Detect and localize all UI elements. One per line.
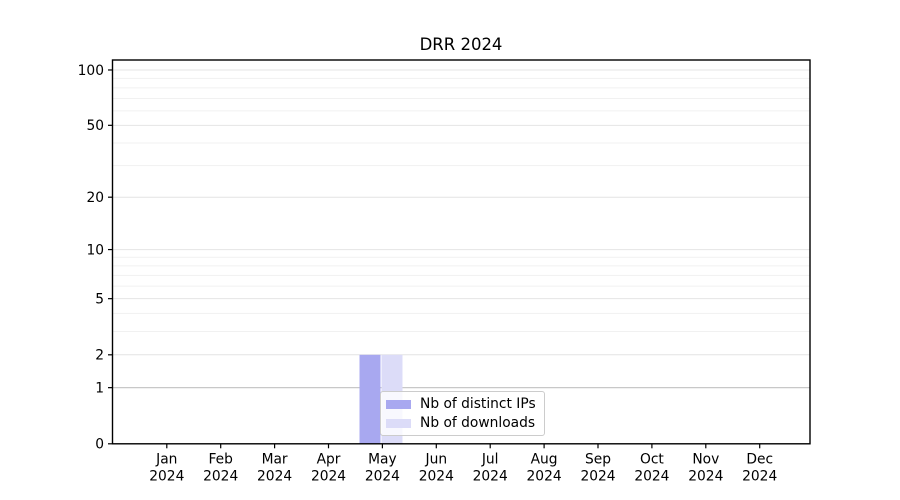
legend-label: Nb of downloads [420,415,536,431]
y-tick-label: 100 [78,63,104,79]
y-tick-label: 1 [95,380,104,396]
x-tick-label: Dec 2024 [742,451,777,484]
legend-entry: Nb of downloads [386,415,536,431]
x-tick-label: Feb 2024 [203,451,238,484]
x-tick-label: Oct 2024 [634,451,669,484]
legend-swatch [386,418,411,428]
y-tick-label: 10 [86,242,104,258]
x-tick-label: Mar 2024 [257,451,292,484]
y-tick-label: 50 [86,118,104,134]
x-tick-label: Aug 2024 [527,451,562,484]
x-tick-label: Nov 2024 [688,451,723,484]
y-tick-label: 5 [95,291,104,307]
x-tick-label: Apr 2024 [311,451,346,484]
bar-nb-of-distinct-ips [359,354,381,444]
x-tick-label: Jul 2024 [473,451,508,484]
legend: Nb of distinct IPs Nb of downloads [380,391,545,436]
y-tick-label: 20 [86,190,104,206]
x-tick-label: Jun 2024 [419,451,454,484]
legend-label: Nb of distinct IPs [420,396,536,412]
y-tick-label: 2 [95,348,104,364]
x-tick-label: Sep 2024 [580,451,615,484]
x-tick-label: May 2024 [365,451,400,484]
axes-spines [111,59,811,445]
legend-entry: Nb of distinct IPs [386,396,536,412]
y-tick-label: 0 [95,437,104,453]
legend-swatch [386,399,411,409]
chart-title: DRR 2024 [419,35,503,54]
x-tick-label: Jan 2024 [149,451,184,484]
